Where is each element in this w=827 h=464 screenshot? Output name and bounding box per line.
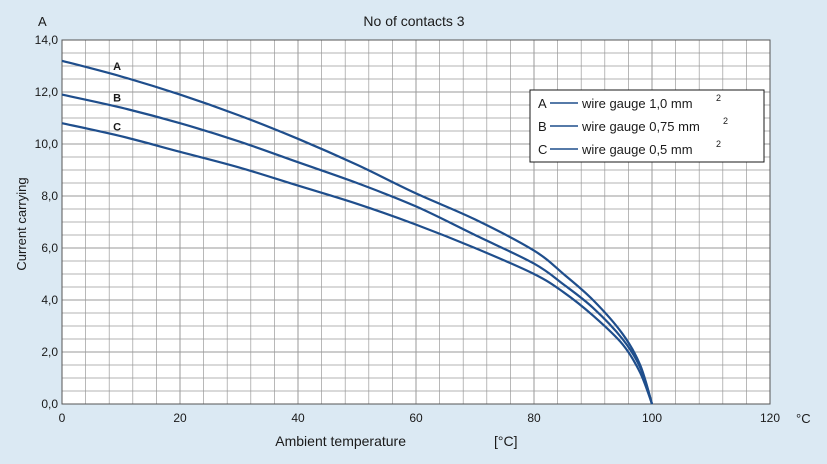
legend-entry-c: C wire gauge 0,5 mm 2 <box>538 139 721 157</box>
series-line-a <box>61 59 654 405</box>
legend-letter-c: C <box>538 142 547 157</box>
series-lines: ABC <box>61 59 654 405</box>
series-line-b <box>61 93 654 405</box>
legend-label-a: wire gauge 1,0 mm <box>581 96 693 111</box>
y-tick-label: 14,0 <box>35 33 59 47</box>
y-tick-label: 6,0 <box>41 241 58 255</box>
legend-label-b: wire gauge 0,75 mm <box>581 119 700 134</box>
y-tick-label: 12,0 <box>35 85 59 99</box>
legend-sup-a: 2 <box>716 93 721 103</box>
series-letter-b: B <box>113 93 121 105</box>
x-tick-label: 80 <box>527 411 541 425</box>
y-axis-unit: A <box>38 14 47 29</box>
legend-entry-a: A wire gauge 1,0 mm 2 <box>538 93 721 111</box>
tick-labels: 0 20 40 60 80 100 120 0,0 2,0 4,0 6,0 8,0 10,0 12,0 14… <box>35 33 781 425</box>
x-tick-label: 0 <box>59 411 66 425</box>
chart-title: No of contacts 3 <box>363 13 464 29</box>
grid <box>61 39 771 405</box>
plot-border <box>61 39 771 405</box>
legend-sup-c: 2 <box>716 139 721 149</box>
y-tick-label: 2,0 <box>41 345 58 359</box>
series-letter-a: A <box>113 61 121 73</box>
x-tick-label: 120 <box>760 411 780 425</box>
y-tick-label: 0,0 <box>41 397 58 411</box>
y-axis-label: Current carrying <box>14 177 29 270</box>
series-letter-c: C <box>113 121 121 133</box>
x-tick-label: 20 <box>173 411 187 425</box>
legend-entry-b: B wire gauge 0,75 mm 2 <box>538 116 728 134</box>
legend-letter-a: A <box>538 96 547 111</box>
x-axis-unit: °C <box>796 411 811 426</box>
y-tick-label: 8,0 <box>41 189 58 203</box>
legend-sup-b: 2 <box>723 116 728 126</box>
legend-letter-b: B <box>538 119 547 134</box>
series-line-c <box>61 122 654 405</box>
legend-label-c: wire gauge 0,5 mm <box>581 142 693 157</box>
legend: A wire gauge 1,0 mm 2 B wire gauge 0,75 … <box>529 89 765 163</box>
x-tick-label: 60 <box>409 411 423 425</box>
y-tick-label: 10,0 <box>35 137 59 151</box>
x-tick-label: 40 <box>291 411 305 425</box>
x-axis-label-unit: [°C] <box>494 433 518 449</box>
y-tick-label: 4,0 <box>41 293 58 307</box>
x-tick-label: 100 <box>642 411 662 425</box>
x-axis-label: Ambient temperature <box>275 433 406 449</box>
